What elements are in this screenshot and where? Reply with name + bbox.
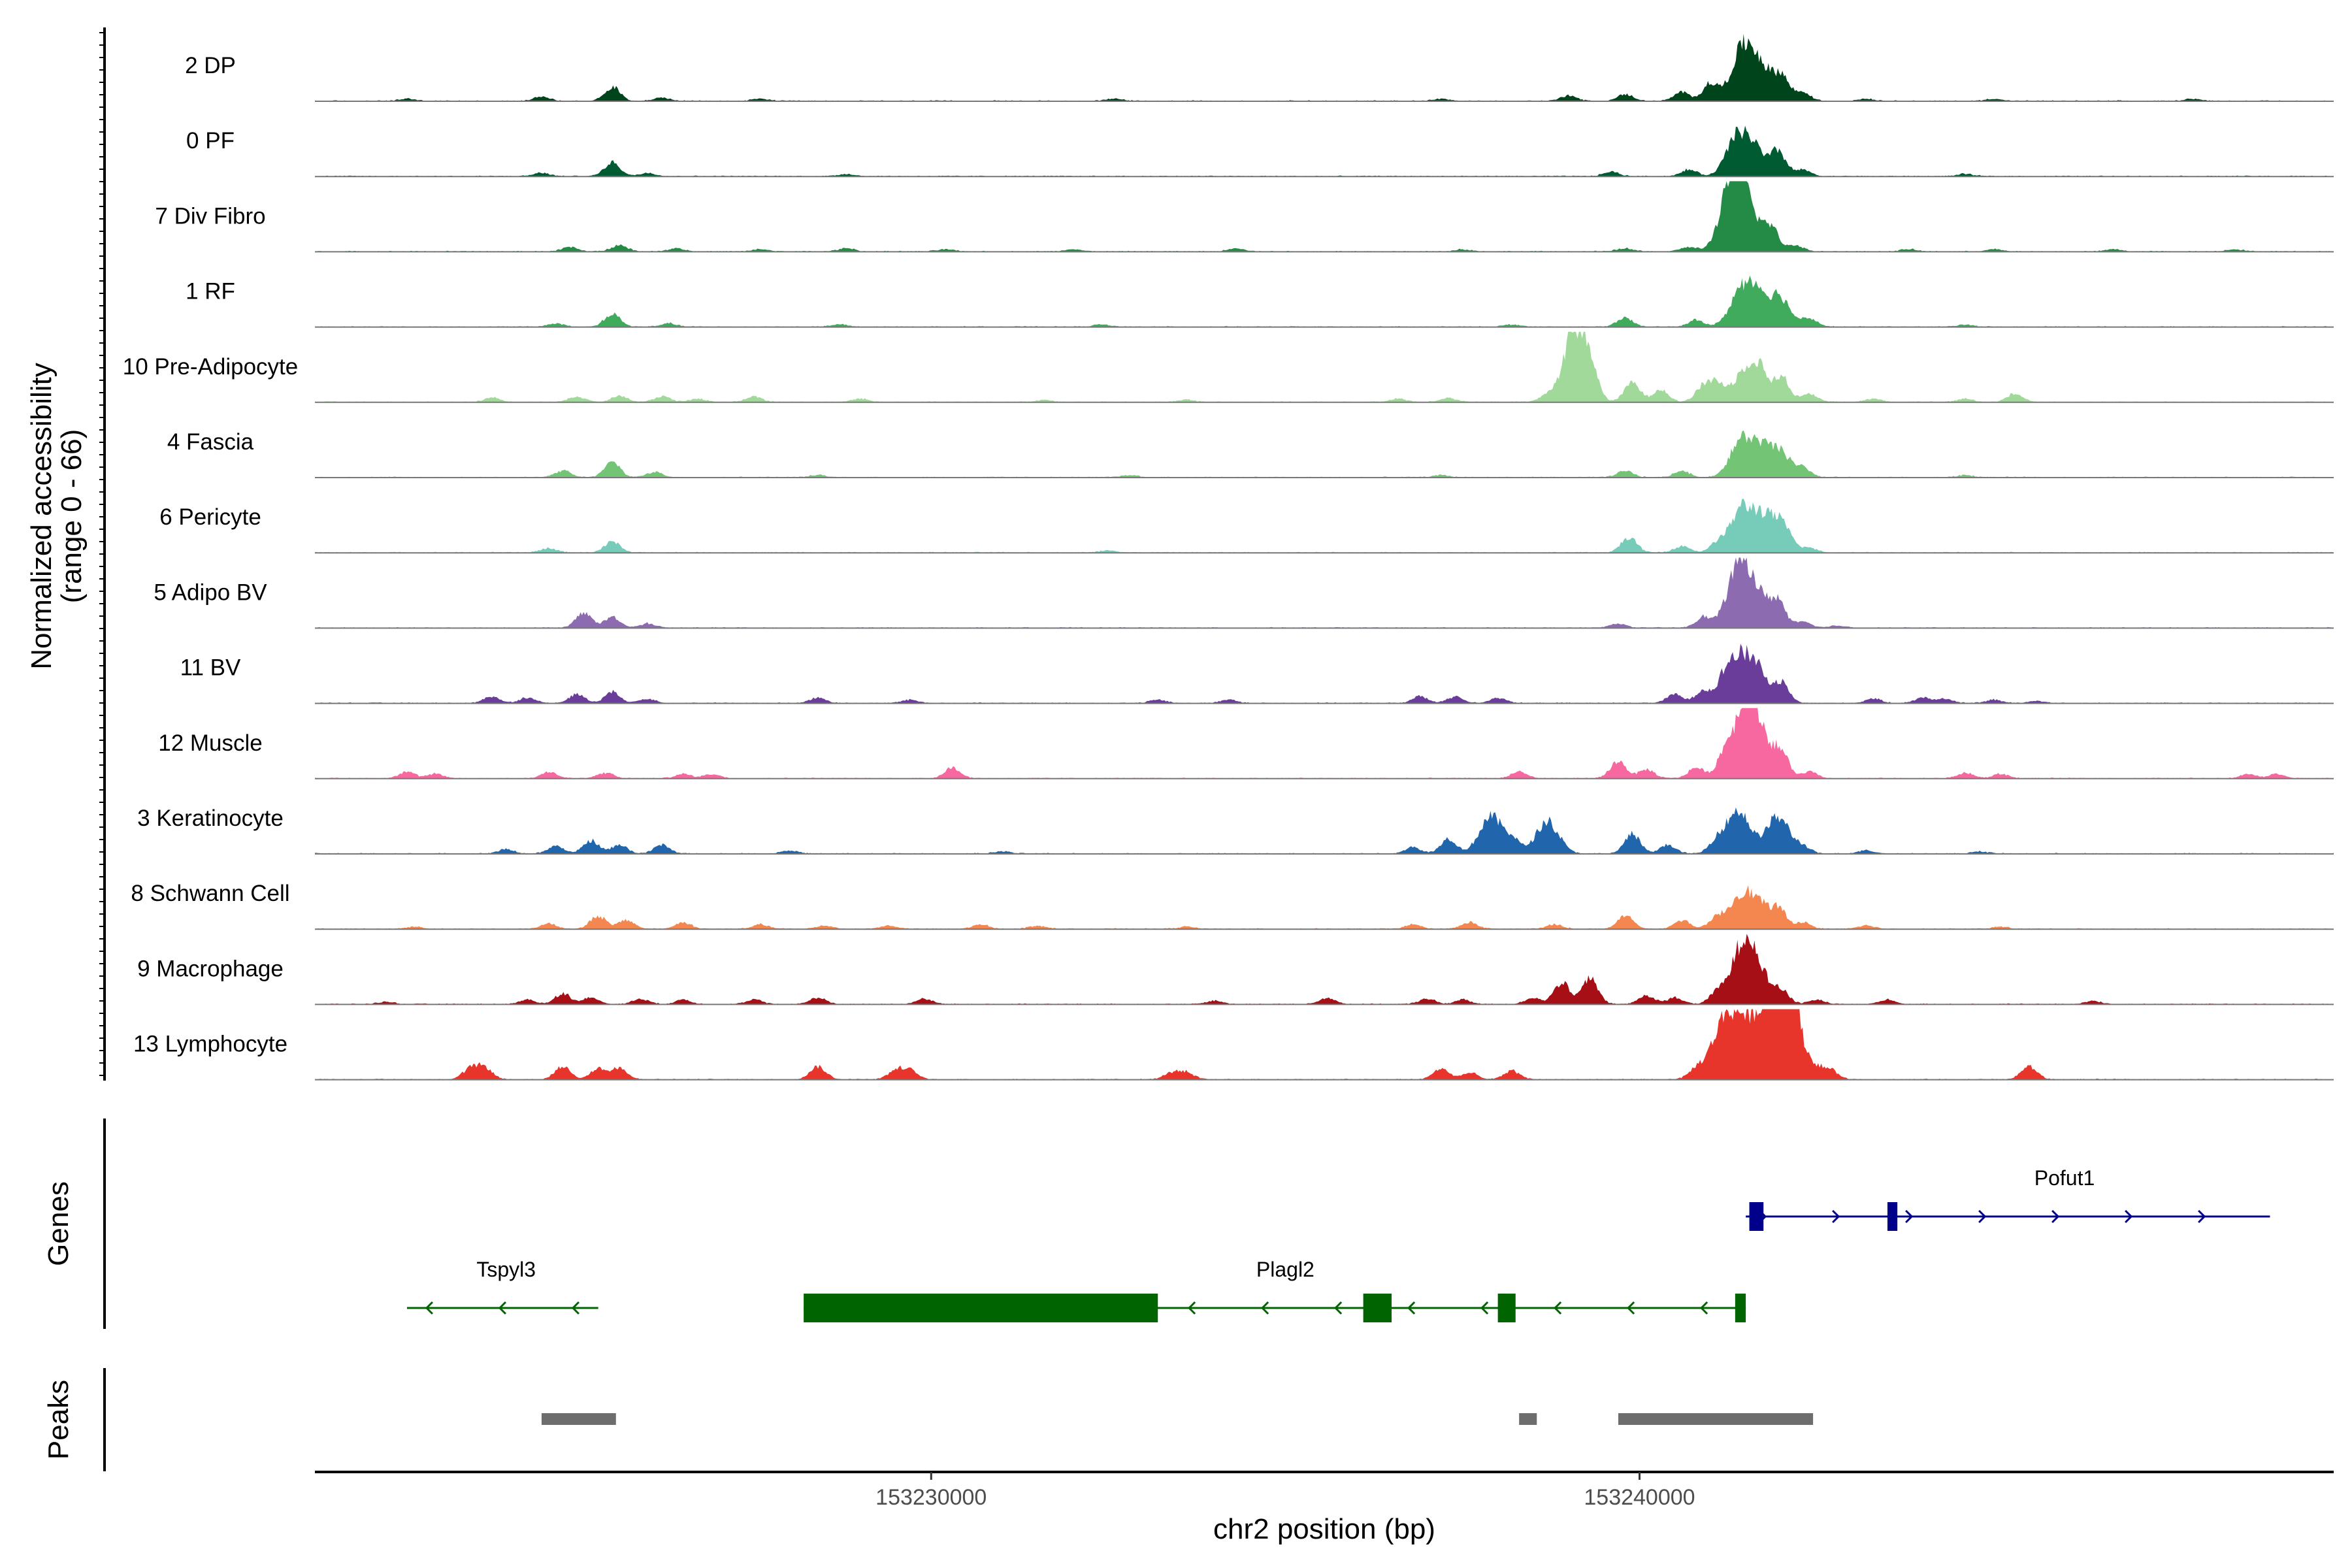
track-3-keratinocyte: 3 Keratinocyte: [137, 806, 2334, 855]
coverage-area: [315, 557, 2334, 629]
track-label: 13 Lymphocyte: [133, 1032, 287, 1057]
genes-panel-title: Genes: [42, 1181, 74, 1266]
x-tick-label: 153230000: [875, 1485, 987, 1510]
track-label: 5 Adipo BV: [154, 580, 267, 605]
strand-arrow: [2051, 1209, 2060, 1224]
track-11-bv: 11 BV: [180, 644, 2334, 704]
coverage-area: [315, 644, 2334, 704]
gene-plagl2: Plagl2: [804, 1258, 1746, 1322]
strand-arrow: [1407, 1301, 1416, 1315]
strand-arrow: [1978, 1209, 1987, 1224]
strand-arrow: [1699, 1301, 1708, 1315]
strand-arrow: [498, 1301, 507, 1315]
track-label: 8 Schwann Cell: [131, 881, 289, 906]
strand-arrow: [2198, 1209, 2206, 1224]
coverage-area: [315, 885, 2334, 930]
gene-name-label: Plagl2: [1256, 1258, 1315, 1281]
track-6-pericyte: 6 Pericyte: [159, 498, 2334, 554]
gene-name-label: Tspyl3: [476, 1258, 536, 1281]
gene-exon: [1497, 1294, 1516, 1322]
coverage-area: [315, 331, 2334, 402]
track-2-dp: 2 DP: [185, 33, 2334, 102]
gene-tspyl3: Tspyl3: [406, 1258, 598, 1315]
gene-exon: [1887, 1202, 1898, 1231]
coverage-area: [315, 498, 2334, 553]
x-axis-title: chr2 position (bp): [1213, 1513, 1435, 1545]
y-axis-title-line2: (range 0 - 66): [56, 429, 88, 604]
track-0-pf: 0 PF: [186, 125, 2334, 178]
peaks-panel-title: Peaks: [42, 1380, 74, 1460]
gene-pofut1: Pofut1: [1746, 1166, 2270, 1231]
track-label: 1 RF: [186, 279, 235, 304]
coverage-area: [315, 430, 2334, 478]
track-label: 9 Macrophage: [137, 956, 284, 981]
track-12-muscle: 12 Muscle: [158, 708, 2334, 779]
gene-exon: [1749, 1202, 1764, 1231]
strand-arrow: [571, 1301, 580, 1315]
coverage-tracks: 2 DP 0 PF 7 Div Fibro 1 RF 10 Pre-Adipocyte 4…: [123, 33, 2334, 1081]
gene-exon: [1363, 1294, 1392, 1322]
peak-region: [1618, 1413, 1814, 1425]
coverage-area: [315, 33, 2334, 101]
peak-region: [541, 1413, 616, 1425]
track-10-pre-adipocyte: 10 Pre-Adipocyte: [123, 331, 2334, 403]
gene-exon: [804, 1294, 1158, 1322]
strand-arrow: [1480, 1301, 1489, 1315]
strand-arrow: [1626, 1301, 1635, 1315]
track-1-rf: 1 RF: [186, 275, 2334, 328]
peak-region: [1519, 1413, 1537, 1425]
strand-arrow: [1553, 1301, 1562, 1315]
strand-arrow: [2125, 1209, 2133, 1224]
track-label: 0 PF: [186, 128, 235, 154]
strand-arrow: [1832, 1209, 1840, 1224]
coverage-area: [315, 934, 2334, 1005]
track-9-macrophage: 9 Macrophage: [137, 934, 2334, 1005]
track-label: 7 Div Fibro: [155, 203, 265, 229]
coverage-area: [315, 807, 2334, 854]
y-axis-title: Normalized accessibility (range 0 - 66): [25, 363, 88, 669]
x-axis-ticks: 153230000 153240000: [875, 1472, 1695, 1510]
coverage-area: [315, 125, 2334, 177]
y-axis-title-line1: Normalized accessibility: [25, 363, 57, 669]
coverage-area: [315, 181, 2334, 252]
gene-exon: [1735, 1294, 1746, 1322]
strand-arrow: [1187, 1301, 1196, 1315]
strand-arrow: [1333, 1301, 1343, 1315]
strand-arrow: [1260, 1301, 1269, 1315]
track-13-lymphocyte: 13 Lymphocyte: [133, 1009, 2334, 1081]
track-4-fascia: 4 Fascia: [167, 429, 2334, 478]
y-axis: [99, 27, 106, 1081]
track-label: 4 Fascia: [167, 429, 254, 455]
x-tick-label: 153240000: [1584, 1485, 1695, 1510]
coverage-area: [315, 1009, 2334, 1080]
track-label: 3 Keratinocyte: [137, 806, 284, 831]
track-label: 12 Muscle: [158, 730, 263, 756]
coverage-area: [315, 708, 2334, 779]
strand-arrow: [425, 1301, 434, 1315]
strand-arrow: [1905, 1209, 1914, 1224]
track-8-schwann-cell: 8 Schwann Cell: [131, 881, 2334, 930]
track-label: 11 BV: [180, 655, 241, 681]
track-label: 6 Pericyte: [159, 504, 261, 530]
track-7-div-fibro: 7 Div Fibro: [155, 181, 2334, 253]
peak-regions-track: [541, 1413, 1814, 1425]
gene-name-label: Pofut1: [2034, 1166, 2095, 1190]
track-label: 2 DP: [185, 53, 236, 78]
coverage-area: [315, 275, 2334, 327]
track-label: 10 Pre-Adipocyte: [123, 354, 298, 380]
track-5-adipo-bv: 5 Adipo BV: [154, 557, 2334, 629]
gene-track: Pofut1 Plagl2 Tspyl3: [406, 1166, 2270, 1322]
